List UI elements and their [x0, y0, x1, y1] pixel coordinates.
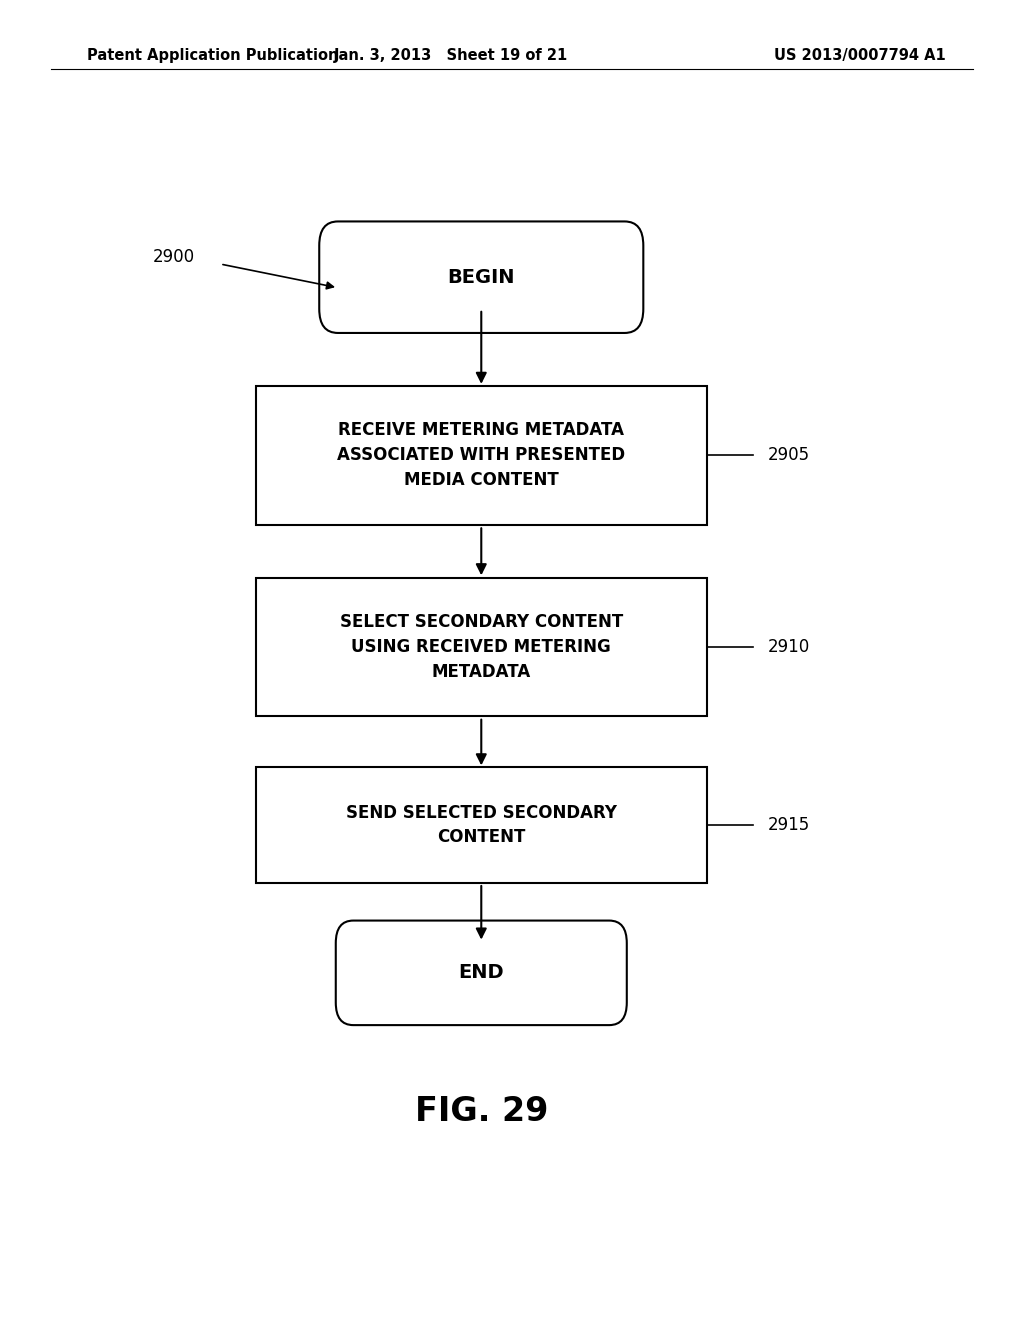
Text: END: END [459, 964, 504, 982]
Text: 2910: 2910 [768, 638, 810, 656]
Text: FIG. 29: FIG. 29 [415, 1096, 548, 1127]
Text: SELECT SECONDARY CONTENT
USING RECEIVED METERING
METADATA: SELECT SECONDARY CONTENT USING RECEIVED … [340, 612, 623, 681]
Text: SEND SELECTED SECONDARY
CONTENT: SEND SELECTED SECONDARY CONTENT [346, 804, 616, 846]
Text: 2905: 2905 [768, 446, 810, 465]
Text: US 2013/0007794 A1: US 2013/0007794 A1 [774, 48, 946, 63]
Text: Patent Application Publication: Patent Application Publication [87, 48, 339, 63]
Text: BEGIN: BEGIN [447, 268, 515, 286]
Text: RECEIVE METERING METADATA
ASSOCIATED WITH PRESENTED
MEDIA CONTENT: RECEIVE METERING METADATA ASSOCIATED WIT… [337, 421, 626, 490]
FancyBboxPatch shape [319, 222, 643, 333]
Text: 2900: 2900 [153, 248, 195, 267]
FancyBboxPatch shape [256, 767, 707, 883]
FancyBboxPatch shape [336, 920, 627, 1026]
FancyBboxPatch shape [256, 578, 707, 715]
FancyBboxPatch shape [256, 385, 707, 524]
Text: 2915: 2915 [768, 816, 810, 834]
Text: Jan. 3, 2013   Sheet 19 of 21: Jan. 3, 2013 Sheet 19 of 21 [334, 48, 567, 63]
